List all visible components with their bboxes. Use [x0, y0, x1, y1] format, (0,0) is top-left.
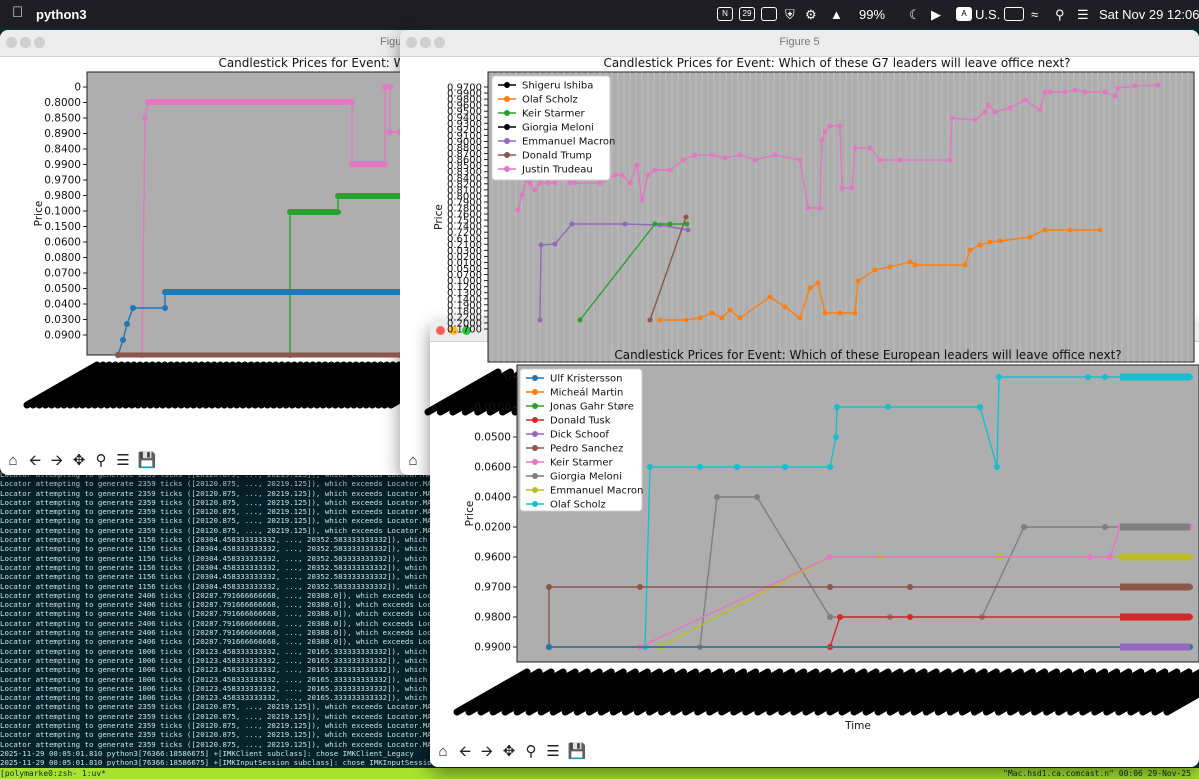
terminal-line: Locator attempting to generate 2359 tick… — [0, 488, 432, 498]
terminal-line: Locator attempting to generate 2359 tick… — [0, 497, 432, 507]
forward-arrow-icon[interactable]: 🡪 — [480, 743, 494, 760]
save-icon[interactable]: 💾 — [137, 452, 157, 469]
window-icon[interactable] — [761, 7, 777, 21]
terminal-line: Locator attempting to generate 1156 tick… — [0, 535, 432, 545]
home-icon[interactable]: ⌂ — [438, 743, 448, 760]
zoom-icon[interactable]: ⚲ — [525, 743, 537, 760]
terminal-line: Locator attempting to generate 1006 tick… — [0, 693, 432, 703]
input-source-icon[interactable]: A — [956, 7, 972, 21]
terminal-line: Locator attempting to generate 2406 tick… — [0, 637, 432, 647]
title-bar[interactable]: Figure 5 — [400, 30, 1199, 57]
terminal-line: Locator attempting to generate 2359 tick… — [0, 721, 432, 731]
terminal-line: Locator attempting to generate 1006 tick… — [0, 674, 432, 684]
pan-icon[interactable]: ✥ — [72, 452, 86, 469]
pan-icon[interactable]: ✥ — [502, 743, 516, 760]
terminal-line: Locator attempting to generate 2359 tick… — [0, 525, 432, 535]
control-center-icon[interactable]: ☰ — [1077, 7, 1089, 22]
terminal-line: Locator attempting to generate 1156 tick… — [0, 572, 432, 582]
terminal-line: Locator attempting to generate 1006 tick… — [0, 655, 432, 665]
calendar-icon[interactable]: 29 — [739, 7, 755, 21]
home-icon[interactable]: ⌂ — [8, 452, 18, 469]
save-icon[interactable]: 💾 — [567, 743, 587, 760]
terminal-line: Locator attempting to generate 2406 tick… — [0, 600, 432, 610]
wifi-icon[interactable]: ≈ — [1031, 7, 1039, 22]
zoom-icon[interactable]: ⚲ — [95, 452, 107, 469]
terminal-line: Locator attempting to generate 2359 tick… — [0, 739, 432, 749]
figure-window-back[interactable]: Figu ⌂ 🡨 🡪 ✥ ⚲ ☰ 💾 — [0, 30, 412, 475]
configure-icon[interactable]: ☰ — [546, 743, 560, 760]
close-button[interactable] — [6, 37, 17, 48]
terminal-line: Locator attempting to generate 2359 tick… — [0, 507, 432, 517]
figure-6-window[interactable]: Figure 6 ⌂ 🡨 🡪 ✥ ⚲ ☰ 💾 — [430, 321, 1199, 767]
clock[interactable]: Sat Nov 29 12:06 AM — [1099, 7, 1199, 22]
terminal-line: Locator attempting to generate 2406 tick… — [0, 618, 432, 628]
back-arrow-icon[interactable]: 🡨 — [458, 743, 472, 760]
terminal-line: Locator attempting to generate 2406 tick… — [0, 590, 432, 600]
minimize-button[interactable] — [420, 37, 431, 48]
shield-icon[interactable]: ⛨ — [785, 7, 795, 22]
menu-bar:  python3 N 29 ⛨ ⚙ ▲ 99% ☾ ▶ A U.S. ≈ ⚲ … — [0, 0, 1199, 28]
terminal-line: Locator attempting to generate 2359 tick… — [0, 702, 432, 712]
incognito-icon[interactable]: ▲ — [830, 7, 843, 22]
configure-icon[interactable]: ☰ — [116, 452, 130, 469]
notion-icon[interactable]: N — [717, 7, 733, 21]
terminal-line: Locator attempting to generate 2406 tick… — [0, 628, 432, 638]
close-button[interactable] — [436, 326, 445, 335]
minimize-button[interactable] — [449, 326, 458, 335]
home-icon[interactable]: ⌂ — [408, 452, 418, 469]
back-arrow-icon[interactable]: 🡨 — [28, 452, 42, 469]
terminal-line: Locator attempting to generate 2359 tick… — [0, 516, 432, 526]
moon-icon[interactable]: ☾ — [909, 7, 921, 22]
terminal-output[interactable]: Locator attempting to generate 2359 tick… — [0, 470, 432, 766]
forward-arrow-icon[interactable]: 🡪 — [50, 452, 64, 469]
terminal-line: Locator attempting to generate 2406 tick… — [0, 609, 432, 619]
terminal-line: 2025-11-29 00:05:01.810 python3[76366:18… — [0, 758, 432, 766]
tmux-status-bar: [polymarke0:zsh- 1:uv* "Mac.hsd1.ca.comc… — [0, 768, 1199, 779]
apple-icon[interactable]:  — [12, 4, 23, 21]
terminal-line: 2025-11-29 00:05:01.810 python3[76366:18… — [0, 748, 414, 758]
zoom-button[interactable] — [434, 37, 445, 48]
terminal-line: Locator attempting to generate 1156 tick… — [0, 553, 432, 563]
title-bar[interactable]: Figure 6 — [430, 321, 1199, 342]
input-source-label[interactable]: U.S. — [975, 7, 1001, 22]
status-right: "Mac.hsd1.ca.comcast.n" 00:06 29-Nov-25 — [1003, 769, 1191, 778]
status-left: [polymarke0:zsh- 1:uv* — [0, 769, 106, 778]
battery-icon[interactable] — [1004, 7, 1024, 21]
app-name[interactable]: python3 — [36, 7, 87, 22]
terminal-line: Locator attempting to generate 1006 tick… — [0, 646, 432, 656]
minimize-button[interactable] — [20, 37, 31, 48]
terminal-line: Locator attempting to generate 2359 tick… — [0, 479, 432, 489]
terminal-line: Locator attempting to generate 1156 tick… — [0, 581, 432, 591]
terminal-line: Locator attempting to generate 1156 tick… — [0, 562, 432, 572]
terminal-line: Locator attempting to generate 2359 tick… — [0, 711, 432, 721]
zoom-button[interactable] — [462, 326, 471, 335]
terminal-line: Locator attempting to generate 1006 tick… — [0, 665, 432, 675]
window-title: Figure 5 — [779, 36, 820, 48]
close-button[interactable] — [406, 37, 417, 48]
terminal-line: Locator attempting to generate 2359 tick… — [0, 730, 432, 740]
title-bar[interactable]: Figu — [0, 30, 412, 57]
terminal-line: Locator attempting to generate 1006 tick… — [0, 683, 432, 693]
terminal-line: Locator attempting to generate 1156 tick… — [0, 544, 432, 554]
play-icon[interactable]: ▶ — [931, 7, 941, 22]
zoom-button[interactable] — [34, 37, 45, 48]
gear-icon[interactable]: ⚙ — [805, 7, 817, 22]
search-icon[interactable]: ⚲ — [1055, 7, 1065, 22]
window-title: Figu — [380, 36, 402, 48]
window-title: Figure 6 — [794, 325, 835, 337]
battery-percent[interactable]: 99% — [859, 7, 886, 22]
